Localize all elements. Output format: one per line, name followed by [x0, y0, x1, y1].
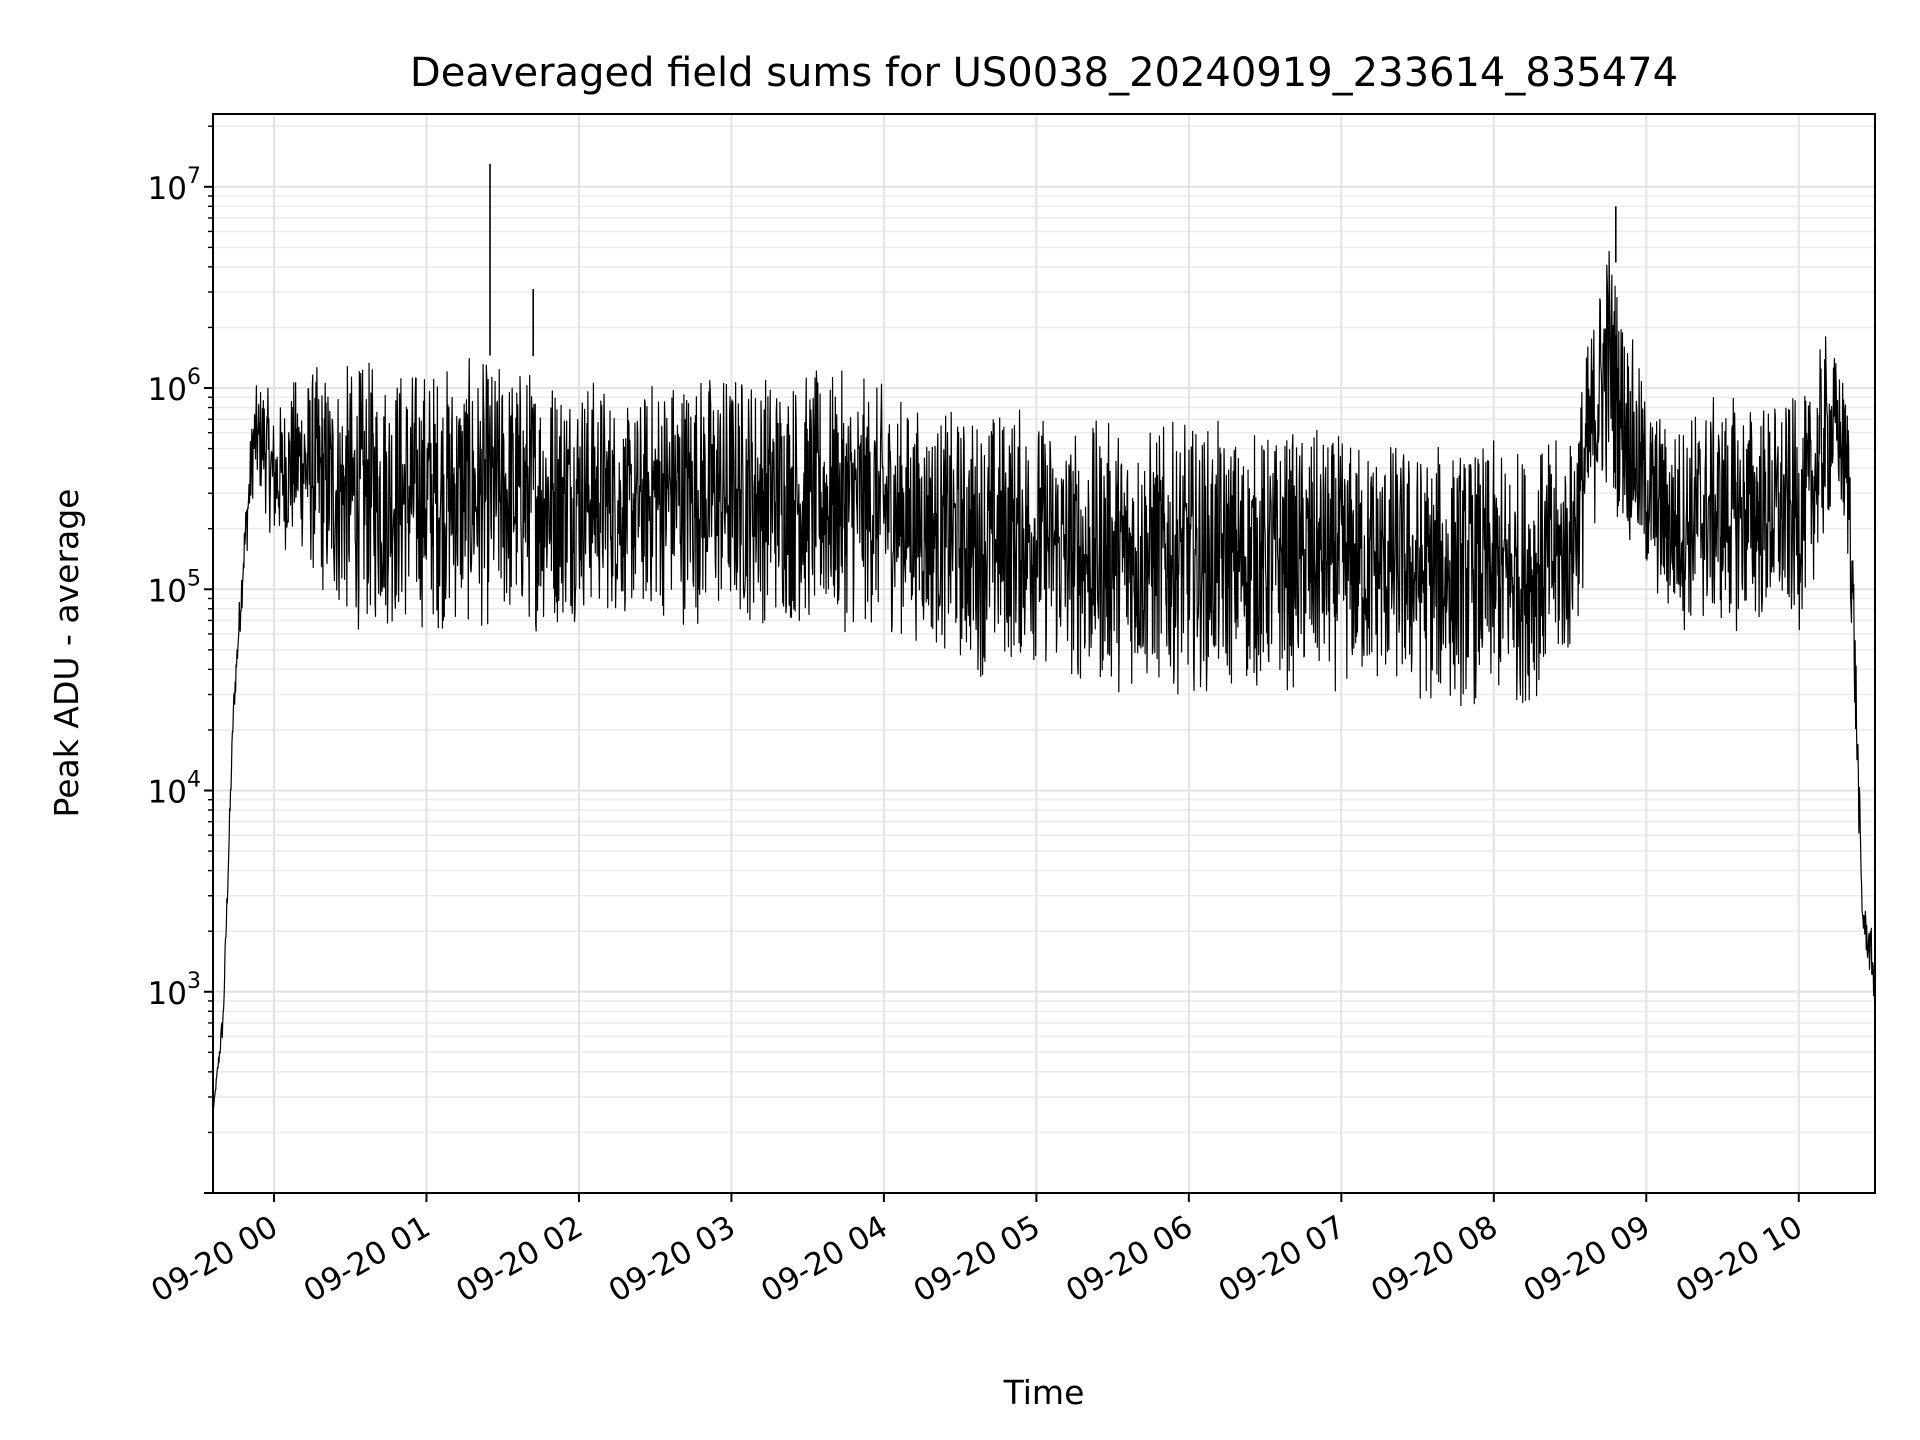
x-tick-label: 09-20 09 — [1518, 1209, 1657, 1310]
x-tick-label: 09-20 10 — [1670, 1209, 1809, 1310]
x-tick-label: 09-20 06 — [1060, 1209, 1199, 1310]
y-axis-label: Peak ADU - average — [47, 489, 86, 818]
x-tick-label: 09-20 04 — [755, 1209, 894, 1310]
x-tick-label: 09-20 01 — [298, 1209, 437, 1310]
chart-title: Deaveraged field sums for US0038_2024091… — [410, 50, 1678, 96]
y-axis: 103 104 105 106 107 — [148, 125, 213, 1194]
y-tick-label: 103 — [148, 969, 201, 1012]
plot-frame — [212, 113, 1876, 1194]
y-tick-label: 106 — [148, 365, 201, 408]
x-tick-label: 09-20 03 — [603, 1209, 742, 1310]
x-tick-label: 09-20 02 — [450, 1209, 589, 1310]
x-axis-label: Time — [1003, 1373, 1085, 1412]
x-tick-label: 09-20 07 — [1213, 1209, 1352, 1310]
y-tick-label: 107 — [148, 164, 201, 207]
x-tick-label: 09-20 08 — [1365, 1209, 1504, 1310]
y-tick-label: 104 — [148, 768, 201, 811]
x-tick-label: 09-20 05 — [908, 1209, 1047, 1310]
series-layer — [212, 163, 1876, 1113]
plot-background — [213, 114, 1875, 1193]
series-line — [212, 250, 1876, 1113]
x-axis: 09-20 00 09-20 01 09-20 02 09-20 03 09-20 04… — [145, 1193, 1809, 1310]
x-tick-label: 09-20 00 — [145, 1209, 284, 1310]
y-tick-label: 105 — [148, 566, 201, 609]
